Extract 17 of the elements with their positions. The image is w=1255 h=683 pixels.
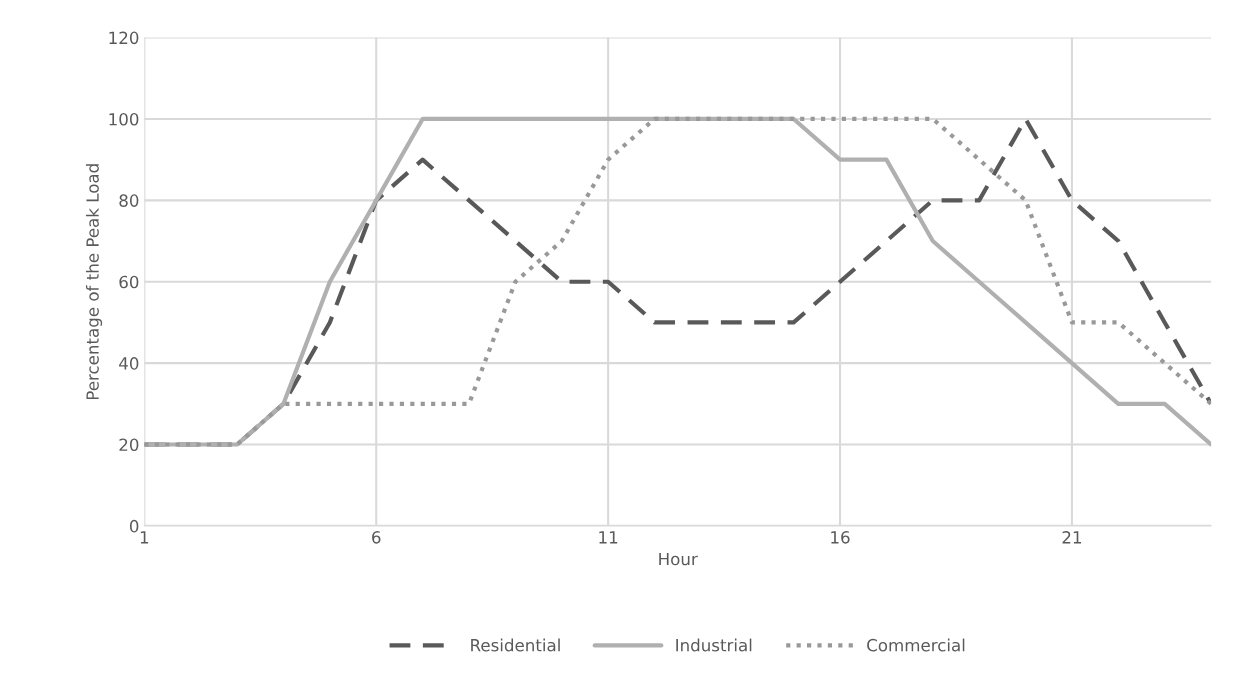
y-tick-label: 20 [119,438,139,452]
y-tick-label: 120 [109,31,139,45]
x-tick-label: 21 [1062,531,1081,544]
y-tick-label: 100 [109,112,139,126]
y-tick-label: 60 [119,275,139,289]
legend-label: Commercial [867,638,965,652]
legend-label: Residential [471,638,560,652]
y-axis-title: Percentage of the Peak Load [85,164,103,400]
x-axis-title: Hour [659,552,698,566]
x-tick-label: 16 [831,531,850,544]
x-tick-label: 6 [372,531,381,544]
y-tick-label: 80 [119,194,139,207]
legend-label: Industrial [676,638,752,652]
x-tick-label: 11 [599,531,618,544]
y-tick-label: 40 [119,357,139,370]
x-tick-label: 1 [140,531,149,544]
y-tick-label: 0 [129,519,139,533]
